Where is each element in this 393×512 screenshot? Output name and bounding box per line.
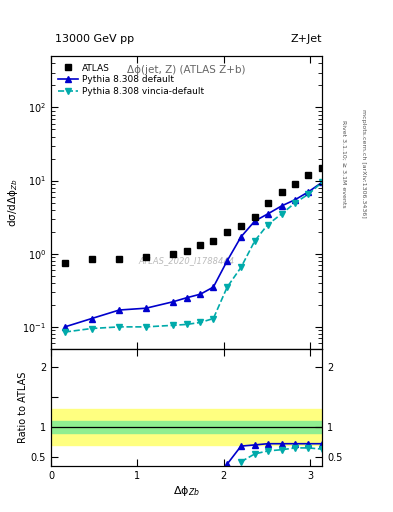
ATLAS — [198, 242, 203, 248]
Text: ATLAS_2020_I1788444: ATLAS_2020_I1788444 — [139, 257, 235, 266]
Bar — [51, 421, 322, 433]
ATLAS — [144, 254, 149, 260]
Pythia 8.308 vincia-default — [198, 319, 203, 326]
Pythia 8.308 vincia-default — [265, 222, 270, 228]
Pythia 8.308 default — [293, 197, 298, 203]
Pythia 8.308 vincia-default — [117, 324, 122, 330]
ATLAS — [306, 172, 311, 178]
Text: Δϕ(jet, Z) (ATLAS Z+b): Δϕ(jet, Z) (ATLAS Z+b) — [127, 65, 246, 75]
ATLAS — [171, 251, 175, 257]
Pythia 8.308 default — [144, 305, 149, 311]
Pythia 8.308 vincia-default — [306, 191, 311, 197]
Y-axis label: dσ/dΔϕ$_{Zb}$: dσ/dΔϕ$_{Zb}$ — [6, 178, 20, 227]
Pythia 8.308 default — [252, 218, 257, 224]
Pythia 8.308 vincia-default — [239, 264, 243, 270]
ATLAS — [279, 189, 284, 195]
ATLAS — [320, 165, 325, 171]
ATLAS — [117, 256, 122, 262]
Pythia 8.308 default — [239, 234, 243, 240]
Pythia 8.308 default — [117, 307, 122, 313]
ATLAS — [225, 229, 230, 235]
Pythia 8.308 vincia-default — [252, 238, 257, 244]
ATLAS — [184, 248, 189, 254]
Pythia 8.308 default — [279, 203, 284, 209]
Pythia 8.308 default — [320, 179, 325, 185]
Line: Pythia 8.308 default: Pythia 8.308 default — [62, 179, 325, 330]
Pythia 8.308 vincia-default — [184, 322, 189, 328]
ATLAS — [252, 214, 257, 220]
Text: 13000 GeV pp: 13000 GeV pp — [55, 33, 134, 44]
Text: Z+Jet: Z+Jet — [291, 33, 322, 44]
ATLAS — [239, 223, 243, 229]
Text: Rivet 3.1.10; ≥ 3.1M events: Rivet 3.1.10; ≥ 3.1M events — [342, 120, 346, 208]
ATLAS — [62, 260, 67, 266]
Pythia 8.308 default — [89, 315, 94, 322]
Line: ATLAS: ATLAS — [62, 165, 325, 266]
Pythia 8.308 default — [171, 299, 175, 305]
ATLAS — [211, 238, 216, 244]
Y-axis label: Ratio to ATLAS: Ratio to ATLAS — [18, 372, 28, 443]
Bar — [51, 409, 322, 445]
Text: mcplots.cern.ch [arXiv:1306.3436]: mcplots.cern.ch [arXiv:1306.3436] — [361, 110, 366, 218]
Pythia 8.308 default — [62, 324, 67, 330]
Pythia 8.308 default — [184, 295, 189, 301]
Pythia 8.308 default — [198, 291, 203, 297]
Pythia 8.308 vincia-default — [144, 324, 149, 330]
Legend: ATLAS, Pythia 8.308 default, Pythia 8.308 vincia-default: ATLAS, Pythia 8.308 default, Pythia 8.30… — [55, 61, 207, 99]
Pythia 8.308 default — [211, 284, 216, 290]
Pythia 8.308 vincia-default — [211, 315, 216, 322]
Pythia 8.308 default — [265, 211, 270, 217]
Pythia 8.308 vincia-default — [293, 200, 298, 206]
ATLAS — [293, 181, 298, 187]
Pythia 8.308 vincia-default — [225, 284, 230, 290]
Pythia 8.308 vincia-default — [279, 211, 284, 217]
ATLAS — [89, 256, 94, 262]
Pythia 8.308 vincia-default — [89, 326, 94, 332]
Pythia 8.308 default — [306, 189, 311, 195]
Pythia 8.308 vincia-default — [62, 329, 67, 335]
Line: Pythia 8.308 vincia-default: Pythia 8.308 vincia-default — [62, 179, 325, 335]
ATLAS — [265, 200, 270, 206]
X-axis label: Δϕ$_{Zb}$: Δϕ$_{Zb}$ — [173, 483, 200, 498]
Pythia 8.308 default — [225, 258, 230, 264]
Pythia 8.308 vincia-default — [171, 322, 175, 328]
Pythia 8.308 vincia-default — [320, 179, 325, 185]
